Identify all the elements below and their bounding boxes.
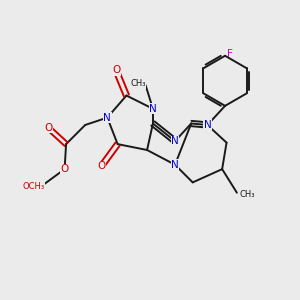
Text: N: N: [171, 160, 179, 170]
Text: O: O: [112, 65, 120, 76]
Text: O: O: [97, 161, 106, 171]
Text: CH₃: CH₃: [130, 79, 146, 88]
Text: N: N: [203, 120, 211, 130]
Text: N: N: [171, 136, 179, 146]
Text: OCH₃: OCH₃: [22, 182, 45, 191]
Text: CH₃: CH₃: [239, 190, 255, 199]
Text: N: N: [103, 112, 111, 123]
Text: O: O: [61, 164, 69, 174]
Text: O: O: [44, 123, 52, 133]
Text: N: N: [149, 104, 157, 114]
Text: F: F: [227, 49, 233, 59]
